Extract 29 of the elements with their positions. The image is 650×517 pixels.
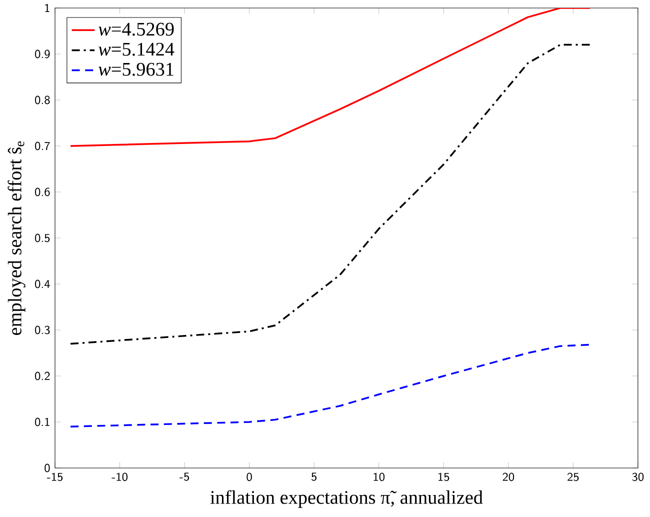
x-tick-label: -10 xyxy=(112,472,128,482)
x-tick-label: -5 xyxy=(180,472,190,481)
x-tick-label: 5 xyxy=(311,472,317,481)
y-tick-label: 0.2 xyxy=(35,372,50,380)
y-tick-label: 1 xyxy=(45,4,50,12)
y-tick-label: 0.4 xyxy=(35,280,50,288)
y-tick-label: 0.3 xyxy=(35,326,50,334)
x-axis-title: inflation expectations π̃, annualized xyxy=(210,490,483,508)
y-tick-label: 0.9 xyxy=(35,50,50,58)
line-series xyxy=(70,344,591,428)
legend-label: w=4.5269 xyxy=(98,22,174,36)
y-tick-label: 0.5 xyxy=(35,234,50,242)
y-tick-label: 0.8 xyxy=(35,96,50,104)
y-axis-title: employed search effort ŝ$_{e}$ xyxy=(8,141,26,335)
line-series xyxy=(70,8,591,147)
x-tick-label: 15 xyxy=(438,472,450,482)
x-tick-label: -15 xyxy=(46,472,63,482)
legend-label: w=5.9631 xyxy=(98,62,174,76)
legend-label: w=5.1424 xyxy=(98,42,174,56)
y-tick-label: 0.7 xyxy=(35,142,50,150)
line-series xyxy=(70,44,591,345)
x-tick-label: 30 xyxy=(632,472,644,482)
y-tick-label: 0 xyxy=(44,464,50,472)
x-tick-label: 10 xyxy=(374,472,385,482)
x-tick-label: 0 xyxy=(246,472,252,482)
y-tick-label: 0.1 xyxy=(35,418,50,426)
x-tick-label: 20 xyxy=(502,472,514,482)
x-tick-label: 25 xyxy=(568,472,579,482)
y-tick-label: 0.6 xyxy=(35,188,50,196)
